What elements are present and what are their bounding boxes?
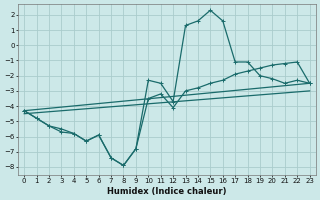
X-axis label: Humidex (Indice chaleur): Humidex (Indice chaleur)	[107, 187, 227, 196]
